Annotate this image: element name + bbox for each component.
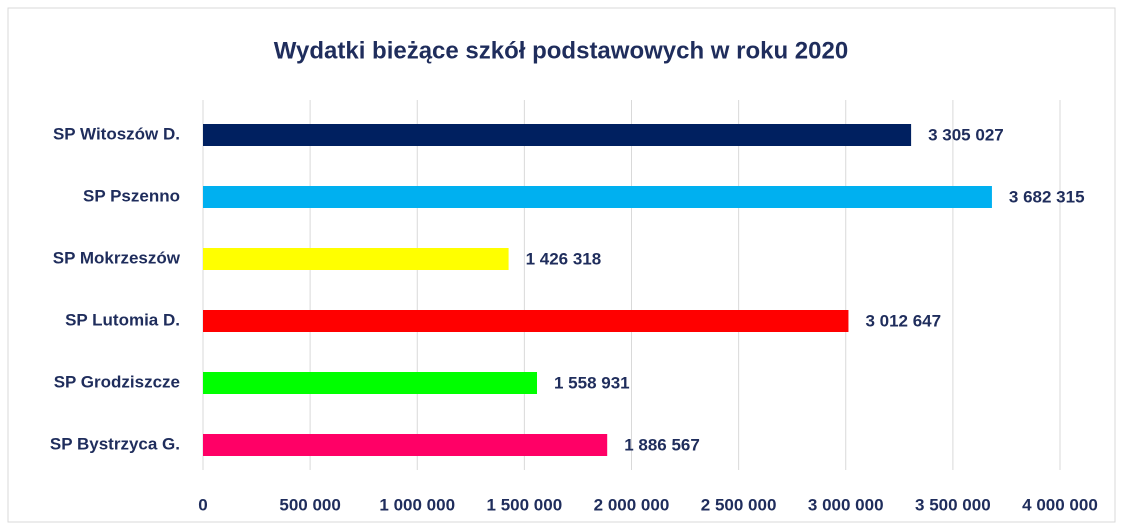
y-tick-label: SP Bystrzyca G. — [50, 434, 180, 453]
y-tick-label: SP Grodziszcze — [54, 372, 180, 391]
x-tick-label: 4 000 000 — [1022, 495, 1098, 514]
value-label: 3 012 647 — [865, 311, 941, 330]
value-label: 1 558 931 — [554, 373, 630, 392]
x-tick-label: 0 — [198, 495, 207, 514]
bar — [203, 186, 992, 208]
x-tick-label: 3 000 000 — [808, 495, 884, 514]
value-label: 3 305 027 — [928, 125, 1004, 144]
x-tick-label: 1 000 000 — [379, 495, 455, 514]
y-tick-label: SP Witoszów D. — [53, 124, 180, 143]
bar — [203, 372, 538, 394]
x-tick-label: 1 500 000 — [487, 495, 563, 514]
x-tick-label: 500 000 — [279, 495, 340, 514]
x-tick-label: 3 500 000 — [915, 495, 991, 514]
value-label: 1 426 318 — [526, 249, 602, 268]
y-tick-label: SP Pszenno — [83, 186, 180, 205]
bar — [203, 124, 912, 146]
bar — [203, 434, 608, 456]
x-tick-label: 2 500 000 — [701, 495, 777, 514]
value-label: 1 886 567 — [624, 435, 700, 454]
bar — [203, 310, 849, 332]
y-tick-label: SP Lutomia D. — [65, 310, 180, 329]
x-tick-label: 2 000 000 — [594, 495, 670, 514]
y-tick-label: SP Mokrzeszów — [53, 248, 181, 267]
value-label: 3 682 315 — [1009, 187, 1085, 206]
bar — [203, 248, 509, 270]
chart-title: Wydatki bieżące szkół podstawowych w rok… — [274, 37, 848, 64]
